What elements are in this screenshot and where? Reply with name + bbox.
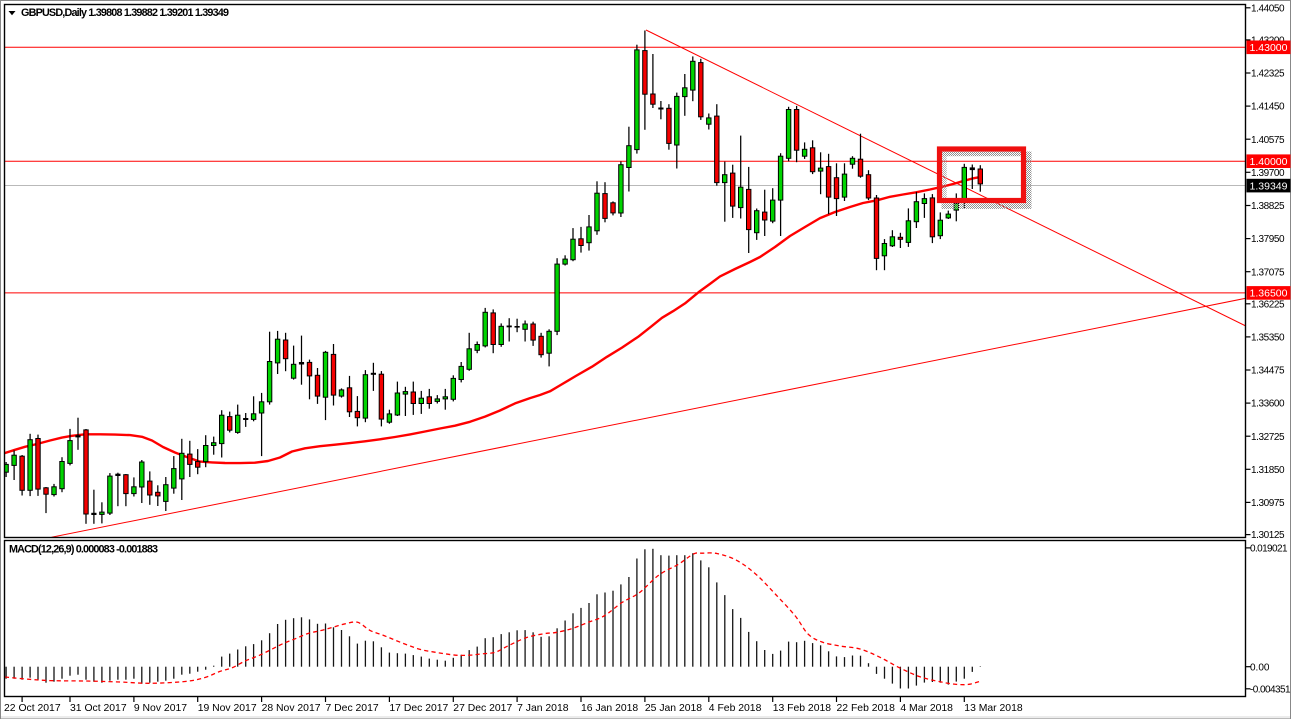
svg-text:1.36225: 1.36225	[1251, 299, 1285, 310]
svg-text:1.38825: 1.38825	[1251, 201, 1285, 212]
svg-text:1.40000: 1.40000	[1250, 156, 1288, 168]
svg-text:1.32725: 1.32725	[1251, 432, 1285, 443]
svg-text:-0.004351: -0.004351	[1250, 684, 1291, 695]
svg-text:28 Nov 2017: 28 Nov 2017	[262, 703, 321, 714]
svg-text:1.30125: 1.30125	[1251, 530, 1285, 541]
svg-text:17 Dec 2017: 17 Dec 2017	[389, 703, 448, 714]
svg-text:1.42325: 1.42325	[1251, 69, 1285, 80]
svg-text:1.39349: 1.39349	[1250, 180, 1288, 192]
svg-text:1.44050: 1.44050	[1251, 3, 1285, 14]
svg-text:31 Oct 2017: 31 Oct 2017	[70, 703, 127, 714]
svg-text:1.40575: 1.40575	[1251, 135, 1285, 146]
svg-text:1.41450: 1.41450	[1251, 102, 1285, 113]
svg-text:1.33600: 1.33600	[1251, 399, 1285, 410]
svg-text:1.31850: 1.31850	[1251, 465, 1285, 476]
svg-text:9 Nov 2017: 9 Nov 2017	[134, 703, 187, 714]
svg-text:1.39700: 1.39700	[1251, 168, 1285, 179]
svg-text:13 Feb 2018: 13 Feb 2018	[773, 703, 832, 714]
svg-text:1.35350: 1.35350	[1251, 333, 1285, 344]
svg-text:1.37950: 1.37950	[1251, 234, 1285, 245]
svg-text:GBPUSD,Daily 1.39808 1.39882: GBPUSD,Daily 1.39808 1.39882 1.39201 1.3…	[21, 7, 229, 19]
svg-text:22 Feb 2018: 22 Feb 2018	[837, 703, 896, 714]
svg-text:13 Mar 2018: 13 Mar 2018	[964, 703, 1023, 714]
svg-text:16 Jan 2018: 16 Jan 2018	[581, 703, 638, 714]
svg-text:1.36500: 1.36500	[1250, 288, 1288, 300]
svg-text:1.34475: 1.34475	[1251, 366, 1285, 377]
svg-text:4 Mar 2018: 4 Mar 2018	[900, 703, 953, 714]
svg-text:27 Dec 2017: 27 Dec 2017	[453, 703, 512, 714]
svg-text:1.37075: 1.37075	[1251, 267, 1285, 278]
svg-text:25 Jan 2018: 25 Jan 2018	[645, 703, 702, 714]
svg-text:22 Oct 2017: 22 Oct 2017	[4, 703, 61, 714]
svg-text:7 Dec 2017: 7 Dec 2017	[326, 703, 379, 714]
svg-text:4 Feb 2018: 4 Feb 2018	[709, 703, 762, 714]
svg-text:19 Nov 2017: 19 Nov 2017	[198, 703, 257, 714]
svg-text:0.00: 0.00	[1250, 662, 1270, 673]
svg-text:MACD(12,26,9) 0.000083 -0.0018: MACD(12,26,9) 0.000083 -0.001883	[9, 544, 158, 556]
svg-text:1.43000: 1.43000	[1250, 42, 1288, 54]
svg-text:1.30975: 1.30975	[1251, 498, 1285, 509]
svg-text:7 Jan 2018: 7 Jan 2018	[517, 703, 569, 714]
svg-text:0.019021: 0.019021	[1250, 544, 1288, 555]
